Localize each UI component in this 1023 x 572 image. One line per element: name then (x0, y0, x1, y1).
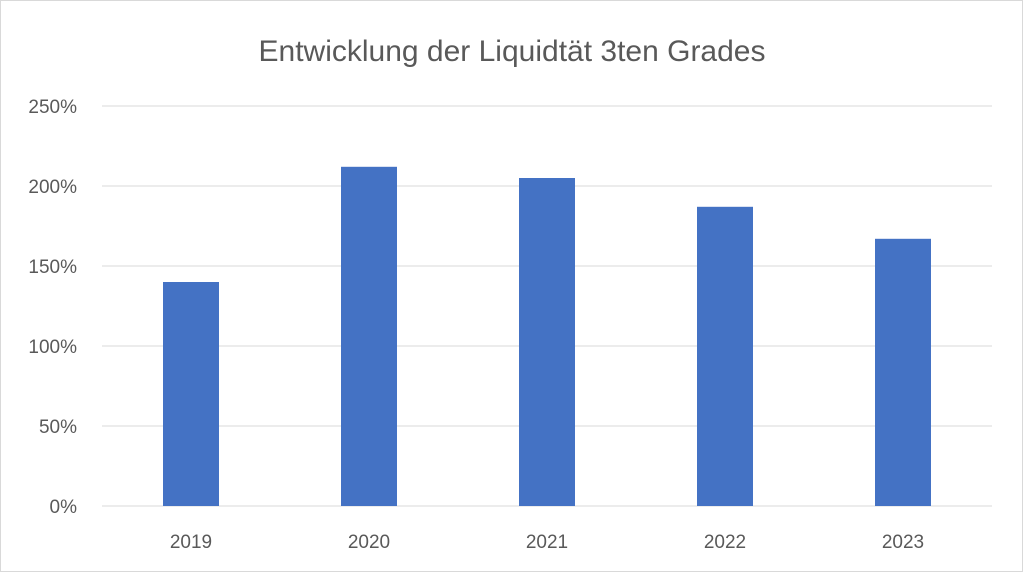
bar-2019 (163, 282, 219, 506)
x-axis-ticks: 2019 2020 2021 2022 2023 (170, 532, 924, 553)
bar-2021 (519, 178, 575, 506)
y-tick-label: 200% (28, 177, 77, 198)
y-tick-label: 0% (50, 497, 78, 518)
y-tick-label: 250% (28, 97, 77, 118)
x-tick-label: 2020 (348, 532, 390, 553)
y-tick-label: 50% (39, 417, 77, 438)
y-axis-ticks: 0% 50% 100% 150% 200% 250% (28, 97, 77, 518)
chart-title: Entwicklung der Liquidtät 3ten Grades (259, 35, 766, 68)
y-tick-label: 100% (28, 337, 77, 358)
x-tick-label: 2019 (170, 532, 212, 553)
bar-2023 (875, 238, 931, 507)
x-tick-label: 2021 (526, 532, 568, 553)
y-tick-label: 150% (28, 257, 77, 278)
bars (163, 166, 931, 507)
bar-2020 (341, 166, 397, 507)
x-tick-label: 2023 (882, 532, 924, 553)
bar-2022 (697, 206, 753, 507)
x-tick-label: 2022 (704, 532, 746, 553)
